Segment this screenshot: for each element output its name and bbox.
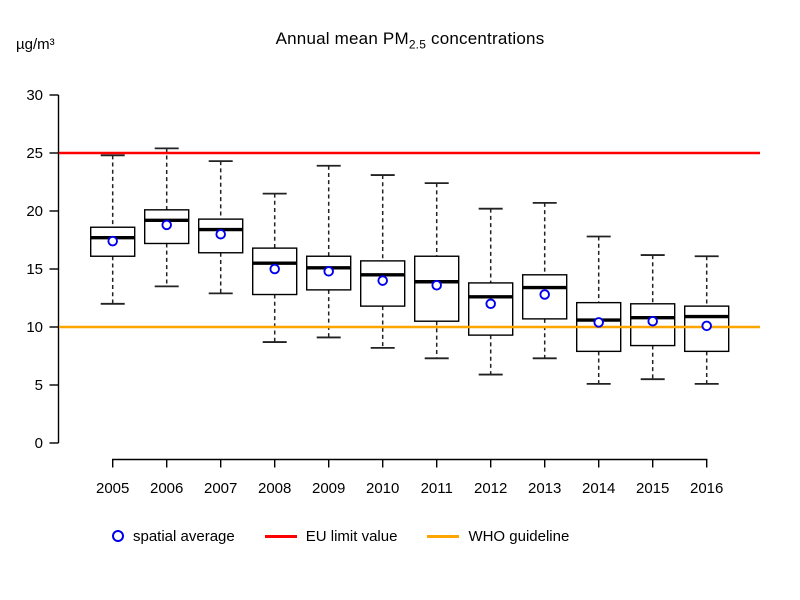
- x-axis-tick-label: 2010: [366, 480, 399, 497]
- y-axis-tick-label: 0: [35, 435, 43, 452]
- x-axis-tick-label: 2014: [582, 480, 615, 497]
- x-axis-tick-label: 2005: [96, 480, 129, 497]
- y-axis-tick-label: 15: [26, 261, 43, 278]
- legend-label-who-guideline: WHO guideline: [468, 527, 570, 545]
- chart-title-subscript: 2.5: [408, 37, 427, 52]
- legend-label-eu-limit: EU limit value: [305, 527, 398, 545]
- x-axis-tick-label: 2009: [312, 480, 345, 497]
- x-axis-tick-label: 2008: [258, 480, 291, 497]
- box-2008: [251, 247, 298, 296]
- x-axis-tick-label: 2006: [150, 480, 183, 497]
- y-axis-tick-label: 10: [26, 319, 43, 336]
- chart-title-prefix: Annual mean PM: [275, 29, 409, 48]
- spatial-average-marker-icon: [112, 530, 124, 542]
- legend-item-spatial-average: spatial average: [112, 528, 235, 545]
- x-axis-tick-label: 2016: [690, 480, 723, 497]
- eu-limit-line-icon: [264, 534, 297, 538]
- x-axis-tick-label: 2011: [421, 480, 453, 497]
- spatial-average-marker-2005: [107, 235, 118, 247]
- spatial-average-marker-2016: [701, 320, 712, 332]
- legend-label-spatial-average: spatial average: [133, 527, 235, 545]
- x-axis-tick-label: 2012: [474, 480, 507, 497]
- spatial-average-marker-2006: [161, 219, 172, 231]
- y-axis-unit-label: µg/m³: [16, 36, 55, 53]
- box-2007: [197, 218, 244, 254]
- x-axis-tick-label: 2007: [204, 480, 237, 497]
- legend-item-eu-limit: EU limit value: [264, 527, 398, 545]
- spatial-average-marker-2008: [269, 263, 280, 275]
- chart-legend: spatial average EU limit value WHO guide…: [112, 525, 569, 547]
- x-axis-tick-label: 2015: [636, 480, 669, 497]
- spatial-average-marker-2009: [323, 266, 334, 277]
- spatial-average-marker-2011: [431, 279, 442, 291]
- spatial-average-marker-2013: [539, 289, 550, 300]
- spatial-average-marker-2010: [377, 275, 388, 286]
- legend-item-who-guideline: WHO guideline: [427, 528, 569, 545]
- chart-title-suffix: concentrations: [426, 29, 545, 48]
- y-axis-tick-label: 25: [26, 145, 43, 162]
- spatial-average-marker-2014: [593, 317, 604, 328]
- y-axis-tick-label: 30: [26, 87, 43, 104]
- chart-title: Annual mean PM2.5 concentrations: [20, 29, 800, 52]
- spatial-average-marker-2007: [215, 228, 226, 240]
- y-axis-tick-label: 20: [26, 203, 43, 220]
- x-axis-tick-label: 2013: [528, 480, 561, 497]
- spatial-average-marker-2015: [647, 315, 658, 327]
- who-guideline-line-icon: [427, 534, 460, 538]
- spatial-average-marker-2012: [485, 298, 496, 310]
- y-axis-tick-label: 5: [35, 377, 43, 394]
